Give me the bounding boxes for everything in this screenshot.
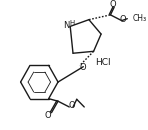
Text: O: O	[69, 100, 75, 110]
Text: CH₃: CH₃	[133, 14, 147, 23]
Text: HCl: HCl	[95, 58, 111, 67]
Text: O: O	[110, 0, 117, 9]
Text: O: O	[79, 63, 86, 72]
Text: O: O	[119, 15, 126, 24]
Text: O: O	[44, 111, 51, 120]
Text: N: N	[63, 21, 70, 30]
Text: H: H	[69, 20, 75, 25]
